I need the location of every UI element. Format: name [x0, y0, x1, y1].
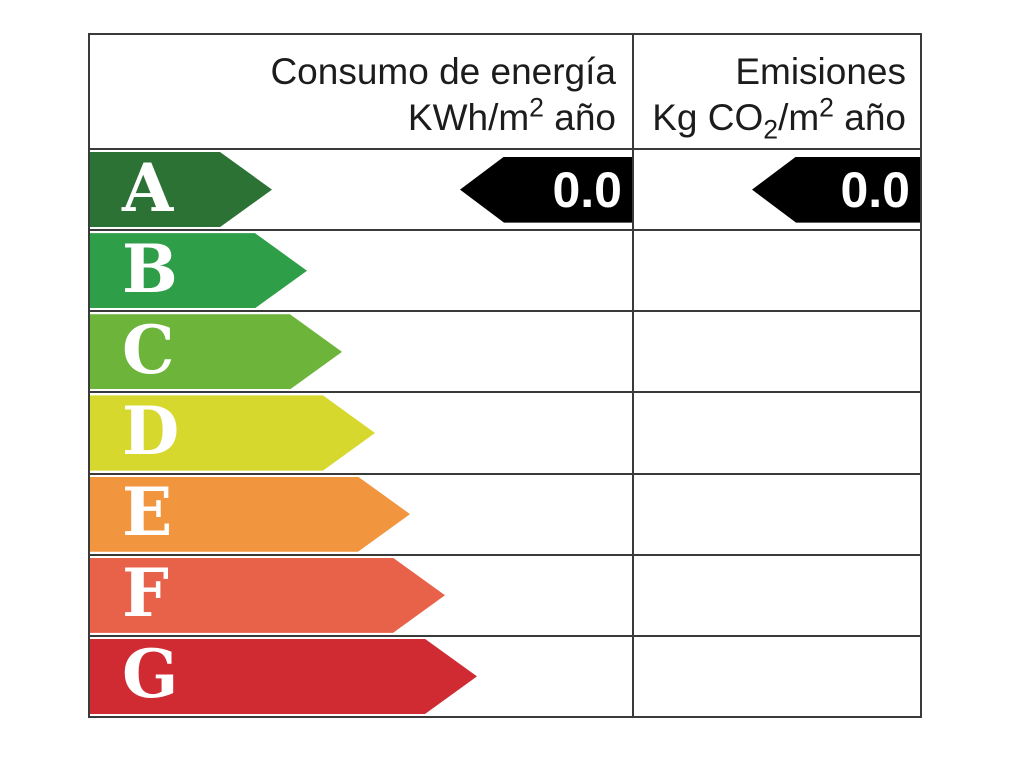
consumption-header-title: Consumo de energía	[270, 50, 616, 92]
consumption-column-header: Consumo de energía KWh/m2 año	[90, 35, 632, 148]
rating-letter-e: E	[122, 473, 173, 552]
consumption-value: 0.0	[552, 161, 622, 218]
rating-letter-g: G	[122, 635, 179, 714]
rating-rows: A 0.0 0.0 B C D	[90, 150, 920, 716]
emissions-header-title: Emisiones	[735, 50, 906, 92]
emissions-column-header: Emisiones Kg CO2/m2 año	[632, 35, 920, 148]
rating-row-e: E	[90, 472, 920, 554]
rating-letter-d: D	[122, 391, 180, 470]
emissions-value-marker: 0.0	[752, 156, 920, 223]
rating-row-b: B	[90, 229, 920, 310]
rating-letter-c: C	[122, 310, 175, 389]
column-divider	[632, 35, 634, 716]
emissions-unit-mid: /m	[778, 96, 820, 138]
emissions-unit: Kg CO	[652, 96, 764, 138]
emissions-header-line1: Emisiones	[632, 49, 906, 95]
rating-arrow-a: A	[90, 152, 272, 227]
rating-letter-b: B	[122, 229, 178, 308]
rating-arrow-f: F	[90, 558, 445, 633]
rating-letter-f: F	[122, 554, 169, 633]
rating-arrow-d: D	[90, 395, 375, 470]
emissions-value: 0.0	[840, 161, 910, 218]
rating-row-d: D	[90, 391, 920, 472]
consumption-unit: KWh/m	[407, 96, 530, 138]
consumption-unit-suffix: año	[543, 96, 616, 138]
rating-arrow-g: G	[90, 639, 477, 714]
rating-row-f: F	[90, 553, 920, 635]
emissions-unit-suffix: año	[833, 96, 906, 138]
rating-arrow-b: B	[90, 233, 307, 308]
rating-arrow-c: C	[90, 314, 342, 389]
consumption-header-line2: KWh/m2 año	[90, 92, 616, 141]
consumption-value-marker: 0.0	[460, 156, 632, 223]
rating-row-a: A 0.0 0.0	[90, 150, 920, 229]
rating-letter-a: A	[122, 148, 174, 227]
rating-arrow-e: E	[90, 477, 410, 552]
emissions-unit-exponent: 2	[819, 92, 834, 123]
rating-table: Consumo de energía KWh/m2 año Emisiones …	[88, 33, 922, 718]
emissions-co2-subscript: 2	[763, 113, 779, 144]
consumption-header-line1: Consumo de energía	[90, 49, 616, 95]
rating-row-c: C	[90, 310, 920, 391]
emissions-header-line2: Kg CO2/m2 año	[632, 92, 906, 144]
table-header: Consumo de energía KWh/m2 año Emisiones …	[90, 35, 920, 150]
rating-row-g: G	[90, 634, 920, 716]
consumption-unit-exponent: 2	[529, 92, 544, 123]
